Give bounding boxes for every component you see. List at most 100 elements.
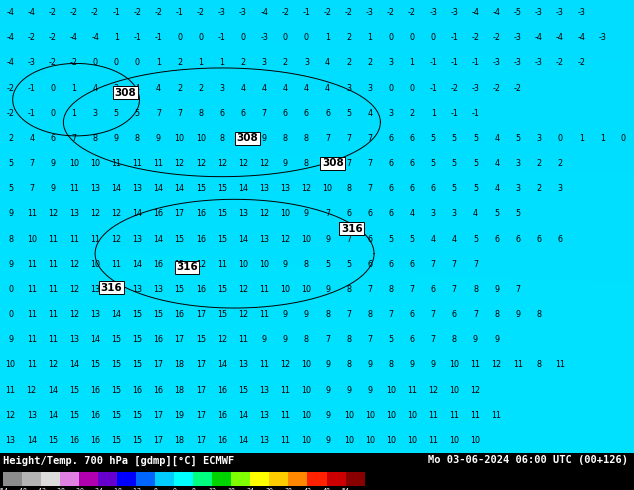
Text: 11: 11 xyxy=(27,209,37,219)
Text: 2: 2 xyxy=(346,58,351,68)
Text: 0: 0 xyxy=(8,285,13,294)
Text: 4: 4 xyxy=(304,84,309,93)
Text: -2: -2 xyxy=(49,8,57,17)
Text: 15: 15 xyxy=(217,285,227,294)
Text: 11: 11 xyxy=(280,436,290,445)
Text: -2: -2 xyxy=(577,58,585,68)
Text: -48: -48 xyxy=(16,488,28,490)
Text: 14: 14 xyxy=(174,184,184,193)
Text: 12: 12 xyxy=(209,488,216,490)
Text: 14: 14 xyxy=(238,411,248,420)
Text: 1: 1 xyxy=(219,58,224,68)
Text: 5: 5 xyxy=(389,235,394,244)
Text: 8: 8 xyxy=(135,134,140,143)
Bar xyxy=(155,471,174,486)
Text: -2: -2 xyxy=(197,8,205,17)
Text: 4: 4 xyxy=(283,84,288,93)
Text: 9: 9 xyxy=(515,310,521,319)
Text: 6: 6 xyxy=(367,209,372,219)
Text: 2: 2 xyxy=(557,159,562,168)
Text: -1: -1 xyxy=(450,109,458,118)
Text: 11: 11 xyxy=(6,386,16,394)
Text: 11: 11 xyxy=(555,361,565,369)
Text: 1: 1 xyxy=(367,33,372,42)
Text: 2: 2 xyxy=(283,58,288,68)
Text: -2: -2 xyxy=(450,84,458,93)
Text: 2: 2 xyxy=(240,58,245,68)
Text: 6: 6 xyxy=(410,184,415,193)
Text: 5: 5 xyxy=(113,109,119,118)
Bar xyxy=(41,471,60,486)
Text: 5: 5 xyxy=(430,159,436,168)
Text: 11: 11 xyxy=(491,411,501,420)
Text: -1: -1 xyxy=(302,8,311,17)
Text: 6: 6 xyxy=(430,285,436,294)
Text: 10: 10 xyxy=(259,260,269,269)
Text: 4: 4 xyxy=(494,159,499,168)
Text: 4: 4 xyxy=(93,84,98,93)
Text: 13: 13 xyxy=(259,386,269,394)
Text: 6: 6 xyxy=(346,209,351,219)
Text: 11: 11 xyxy=(27,260,37,269)
Text: 10: 10 xyxy=(174,134,184,143)
Text: 316: 316 xyxy=(341,224,363,234)
Text: 7: 7 xyxy=(325,134,330,143)
Text: 14: 14 xyxy=(111,184,121,193)
Text: 11: 11 xyxy=(90,235,100,244)
Text: 17: 17 xyxy=(196,436,206,445)
Text: -1: -1 xyxy=(429,84,437,93)
Text: 4: 4 xyxy=(29,134,34,143)
Text: 1: 1 xyxy=(198,58,204,68)
Text: 2: 2 xyxy=(346,33,351,42)
Text: 10: 10 xyxy=(450,386,460,394)
Text: -4: -4 xyxy=(6,33,15,42)
Bar xyxy=(117,471,136,486)
Text: -2: -2 xyxy=(472,33,479,42)
Text: 10: 10 xyxy=(301,436,311,445)
Text: 12: 12 xyxy=(238,159,248,168)
Text: 10: 10 xyxy=(450,361,460,369)
Text: 11: 11 xyxy=(69,184,79,193)
Text: 12: 12 xyxy=(196,260,206,269)
Text: 10: 10 xyxy=(301,386,311,394)
Text: 12: 12 xyxy=(48,209,58,219)
Text: -42: -42 xyxy=(36,488,47,490)
Text: 0: 0 xyxy=(240,33,245,42)
Text: 0: 0 xyxy=(283,33,288,42)
Text: 17: 17 xyxy=(153,436,164,445)
Text: 15: 15 xyxy=(196,335,206,344)
Text: 9: 9 xyxy=(325,285,330,294)
Text: 3: 3 xyxy=(346,84,351,93)
Text: -2: -2 xyxy=(493,33,501,42)
Text: 15: 15 xyxy=(133,310,143,319)
Text: 15: 15 xyxy=(174,260,184,269)
Text: 4: 4 xyxy=(135,84,140,93)
Text: 7: 7 xyxy=(367,285,372,294)
Text: 12: 12 xyxy=(259,159,269,168)
Text: 2: 2 xyxy=(410,109,415,118)
Text: -4: -4 xyxy=(556,33,564,42)
Text: 9: 9 xyxy=(50,159,55,168)
Text: 12: 12 xyxy=(491,361,501,369)
Text: 7: 7 xyxy=(72,134,77,143)
Text: 5: 5 xyxy=(473,159,478,168)
Text: 15: 15 xyxy=(238,386,248,394)
Text: 8: 8 xyxy=(304,159,309,168)
Text: 11: 11 xyxy=(111,159,121,168)
Text: 9: 9 xyxy=(240,134,245,143)
Text: 5: 5 xyxy=(452,159,457,168)
Text: -12: -12 xyxy=(131,488,142,490)
Text: 7: 7 xyxy=(29,159,34,168)
Text: 4: 4 xyxy=(410,209,415,219)
Text: 16: 16 xyxy=(196,285,206,294)
Text: 7: 7 xyxy=(389,310,394,319)
Text: -18: -18 xyxy=(112,488,123,490)
Text: 7: 7 xyxy=(346,310,351,319)
Text: 10: 10 xyxy=(27,235,37,244)
Text: 16: 16 xyxy=(196,209,206,219)
Text: -1: -1 xyxy=(112,8,120,17)
Text: 10: 10 xyxy=(6,361,16,369)
Text: 7: 7 xyxy=(515,285,521,294)
Text: 14: 14 xyxy=(153,235,164,244)
Text: 5: 5 xyxy=(452,134,457,143)
